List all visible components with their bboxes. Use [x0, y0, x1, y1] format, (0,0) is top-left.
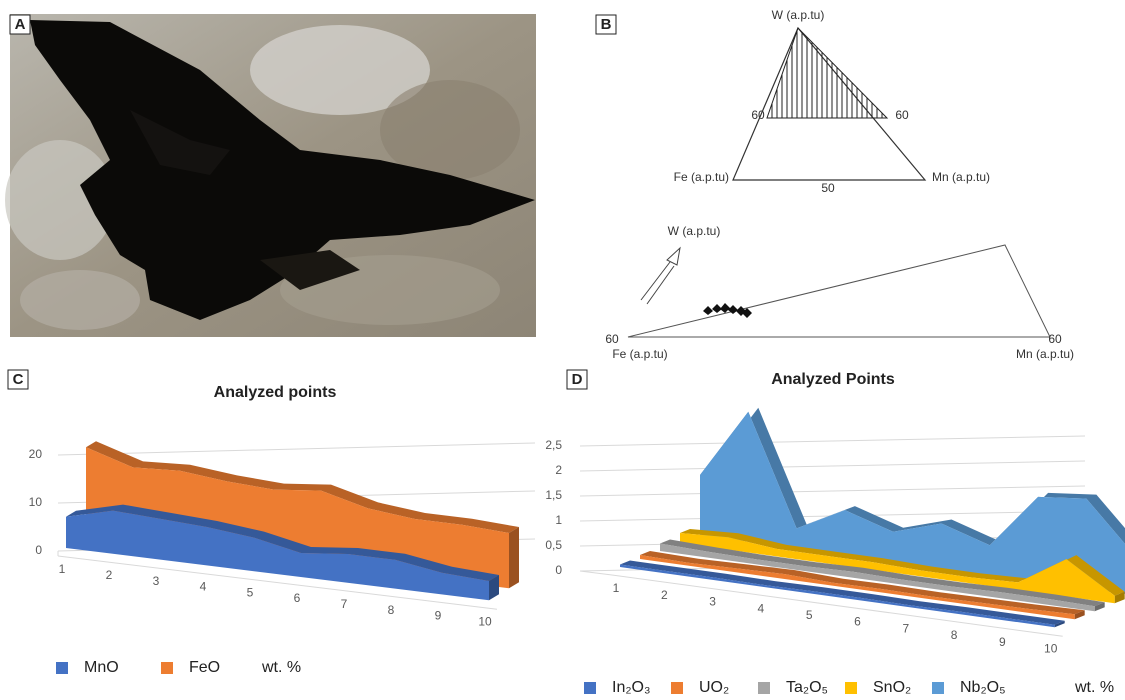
- grid-line: [580, 436, 1085, 446]
- x-tick-label: 3: [153, 574, 160, 588]
- y-tick-label: 1,5: [545, 488, 562, 502]
- left-label: Fe (a.p.tu): [674, 170, 729, 184]
- x-tick-label: 3: [709, 595, 716, 609]
- panel-label: A: [15, 16, 26, 33]
- legend-label: UO₂: [699, 679, 729, 696]
- unit-label: wt. %: [1074, 679, 1114, 696]
- x-tick-label: 9: [999, 635, 1006, 649]
- y-tick-label: 0,5: [545, 538, 562, 552]
- legend-swatch: [56, 662, 68, 674]
- panel-label: C: [13, 371, 24, 388]
- x-tick-label: 8: [951, 628, 958, 642]
- legend-swatch: [584, 682, 596, 694]
- legend-label: FeO: [189, 659, 220, 676]
- micrograph: [5, 14, 536, 337]
- y-tick-label: 0: [35, 543, 42, 557]
- unit-label: wt. %: [261, 659, 301, 676]
- figure: W (a.p.tu) 60 60 Fe (a.p.tu) Mn (a.p.tu)…: [0, 0, 1125, 700]
- legend-label: In₂O₃: [612, 679, 651, 696]
- y-tick-label: 0: [555, 563, 562, 577]
- x-tick-label: 4: [200, 580, 207, 594]
- x-tick-label: 4: [758, 601, 765, 615]
- arrow-head: [667, 248, 680, 265]
- x-tick-label: 5: [247, 585, 254, 599]
- x-tick-label: 7: [341, 597, 348, 611]
- right-label: Mn (a.p.tu): [932, 170, 990, 184]
- legend-swatch: [161, 662, 173, 674]
- arrow-label: W (a.p.tu): [668, 224, 721, 238]
- arrow-line: [641, 262, 670, 300]
- chart: Analyzed Points 0 0,5 1 1,5 2 2,5 Nb₂O₅ SnO₂ Ta₂O…: [545, 371, 1125, 696]
- tick-label: 50: [821, 181, 835, 195]
- arrow-line: [647, 266, 674, 304]
- x-tick-label: 8: [388, 603, 395, 617]
- legend-label: MnO: [84, 659, 119, 676]
- apex-label: W (a.p.tu): [772, 8, 825, 22]
- y-tick-label: 2: [555, 463, 562, 477]
- chart: Analyzed points 0 10 20 FeO MnO wt. % 1 2 3 4 5 6 7 8 9…: [29, 384, 535, 676]
- left-label: Fe (a.p.tu): [612, 347, 667, 361]
- panel-label: B: [601, 16, 612, 33]
- tick-label: 60: [1048, 332, 1062, 346]
- x-axis-line: [580, 571, 612, 575]
- x-tick-label: 9: [435, 609, 442, 623]
- ternary-triangle: [628, 245, 1050, 337]
- y-tick-label: 2,5: [545, 438, 562, 452]
- y-tick-label: 1: [555, 513, 562, 527]
- hatched-field: [767, 28, 887, 118]
- legend-label: Nb₂O₅: [960, 679, 1006, 696]
- legend-swatch: [671, 682, 683, 694]
- legend-swatch: [932, 682, 944, 694]
- chart-title: Analyzed points: [214, 384, 337, 401]
- panel-label: D: [572, 371, 583, 388]
- x-tick-label: 2: [106, 568, 113, 582]
- area-side-face: [509, 527, 519, 588]
- legend-label: Ta₂O₅: [786, 679, 828, 696]
- grid-line: [580, 461, 1085, 471]
- x-tick-label: 5: [806, 608, 813, 622]
- y-tick-label: 10: [29, 495, 43, 509]
- legend-swatch: [758, 682, 770, 694]
- x-tick-label: 6: [854, 615, 861, 629]
- tick-label: 60: [751, 108, 765, 122]
- x-tick-label: 7: [902, 621, 909, 635]
- right-label: Mn (a.p.tu): [1016, 347, 1074, 361]
- grid-line: [58, 443, 535, 455]
- tick-label: 60: [605, 332, 619, 346]
- ternary-diagram: W (a.p.tu) 60 60 Fe (a.p.tu) Mn (a.p.tu)…: [605, 8, 1074, 361]
- x-tick-label: 10: [1044, 641, 1058, 655]
- x-tick-label: 1: [613, 581, 620, 595]
- x-tick-label: 10: [478, 614, 492, 628]
- x-tick-label: 2: [661, 588, 668, 602]
- x-tick-label: 1: [59, 562, 66, 576]
- chart-title: Analyzed Points: [771, 371, 895, 388]
- legend-swatch: [845, 682, 857, 694]
- x-tick-label: 6: [294, 591, 301, 605]
- legend-label: SnO₂: [873, 679, 911, 696]
- tick-label: 60: [895, 108, 909, 122]
- y-tick-label: 20: [29, 447, 43, 461]
- grid-line: [580, 486, 1085, 496]
- sample-points: [703, 303, 752, 318]
